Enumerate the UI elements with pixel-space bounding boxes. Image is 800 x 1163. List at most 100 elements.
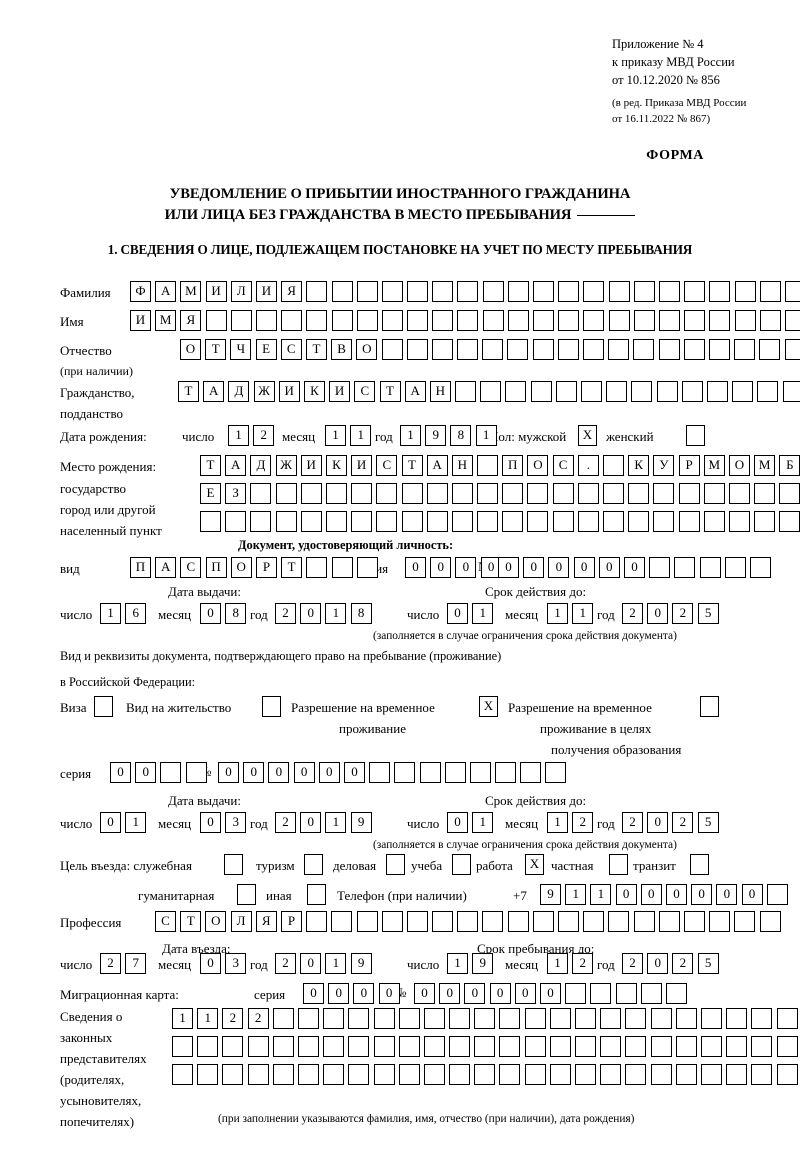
form-cell[interactable]: 0 [328, 983, 350, 1004]
form-cell[interactable] [457, 281, 479, 302]
form-cell[interactable] [331, 281, 353, 302]
form-cell[interactable]: 0 [300, 812, 322, 833]
form-cell[interactable]: Ж [275, 455, 297, 476]
form-cell[interactable] [323, 1008, 345, 1029]
sex-female-checkbox[interactable] [686, 425, 705, 446]
form-cell[interactable]: 2 [572, 953, 594, 974]
form-cell[interactable] [381, 911, 403, 932]
form-cell[interactable]: И [278, 381, 300, 402]
form-cell[interactable]: 1 [228, 425, 249, 446]
form-cell[interactable]: 1 [472, 812, 494, 833]
form-cell[interactable]: А [155, 281, 177, 302]
form-cell[interactable] [653, 483, 675, 504]
form-cell[interactable] [759, 310, 781, 331]
form-cell[interactable] [482, 339, 504, 360]
form-cell[interactable] [325, 483, 347, 504]
form-cell[interactable] [549, 1036, 571, 1057]
form-cell[interactable]: 2 [253, 425, 275, 446]
form-cell[interactable] [675, 1036, 697, 1057]
form-cell[interactable]: 8 [225, 603, 247, 624]
form-cell[interactable]: 0 [514, 983, 536, 1004]
form-cell[interactable] [608, 339, 630, 360]
form-cell[interactable] [683, 911, 705, 932]
form-cell[interactable] [709, 281, 731, 302]
form-cell[interactable]: 0 [539, 983, 561, 1004]
form-cell[interactable] [423, 1008, 445, 1029]
form-cell[interactable] [499, 1064, 521, 1085]
form-cell[interactable] [247, 1036, 269, 1057]
form-cell[interactable] [555, 381, 577, 402]
form-cell[interactable] [520, 762, 542, 783]
form-cell[interactable] [524, 1064, 546, 1085]
form-cell[interactable]: . [577, 455, 599, 476]
form-cell[interactable] [197, 1064, 219, 1085]
form-cell[interactable]: А [404, 381, 426, 402]
form-cell[interactable] [222, 1064, 244, 1085]
form-cell[interactable] [575, 1036, 596, 1057]
form-cell[interactable] [757, 381, 779, 402]
form-cell[interactable] [247, 1064, 269, 1085]
form-cell[interactable] [325, 511, 347, 532]
form-cell[interactable]: 2 [275, 812, 296, 833]
form-cell[interactable]: 1 [197, 1008, 219, 1029]
form-cell[interactable]: 0 [353, 983, 375, 1004]
visa-checkbox[interactable] [94, 696, 113, 717]
form-cell[interactable]: С [552, 455, 574, 476]
form-cell[interactable] [583, 281, 605, 302]
form-cell[interactable] [222, 1036, 244, 1057]
form-cell[interactable] [297, 1008, 319, 1029]
form-cell[interactable] [558, 281, 580, 302]
form-cell[interactable] [784, 281, 800, 302]
form-cell[interactable] [600, 1008, 622, 1029]
form-cell[interactable] [230, 310, 252, 331]
form-cell[interactable] [502, 511, 524, 532]
form-cell[interactable] [495, 762, 517, 783]
form-cell[interactable]: 1 [547, 812, 568, 833]
form-cell[interactable]: 0 [300, 603, 322, 624]
form-cell[interactable] [549, 1008, 571, 1029]
form-cell[interactable]: О [205, 911, 227, 932]
form-cell[interactable]: 0 [135, 762, 157, 783]
form-cell[interactable] [348, 1008, 370, 1029]
form-cell[interactable]: Р [255, 557, 277, 578]
form-cell[interactable] [577, 483, 599, 504]
form-cell[interactable] [700, 1036, 722, 1057]
form-cell[interactable] [499, 1008, 521, 1029]
form-cell[interactable] [658, 310, 680, 331]
form-cell[interactable] [633, 911, 655, 932]
form-cell[interactable] [606, 381, 628, 402]
legal-rep-row-2-cells[interactable] [172, 1036, 798, 1057]
form-cell[interactable] [728, 483, 750, 504]
purpose-tourism-checkbox[interactable] [304, 854, 323, 875]
form-cell[interactable]: 5 [697, 812, 719, 833]
form-cell[interactable] [678, 511, 700, 532]
form-cell[interactable] [533, 310, 554, 331]
form-cell[interactable] [658, 339, 680, 360]
form-cell[interactable] [376, 483, 398, 504]
form-cell[interactable] [401, 483, 423, 504]
form-cell[interactable] [457, 339, 479, 360]
form-cell[interactable] [507, 281, 529, 302]
form-cell[interactable]: 0 [447, 603, 468, 624]
form-cell[interactable]: 0 [455, 557, 477, 578]
form-cell[interactable] [703, 483, 725, 504]
form-cell[interactable] [633, 281, 655, 302]
form-cell[interactable] [376, 511, 398, 532]
form-cell[interactable]: А [155, 557, 177, 578]
form-cell[interactable]: Т [200, 455, 221, 476]
form-cell[interactable] [552, 483, 574, 504]
form-cell[interactable] [532, 339, 554, 360]
form-cell[interactable] [297, 1064, 319, 1085]
form-cell[interactable] [649, 557, 671, 578]
form-cell[interactable]: 0 [489, 983, 511, 1004]
purpose-official-checkbox[interactable] [224, 854, 243, 875]
form-cell[interactable] [590, 983, 612, 1004]
